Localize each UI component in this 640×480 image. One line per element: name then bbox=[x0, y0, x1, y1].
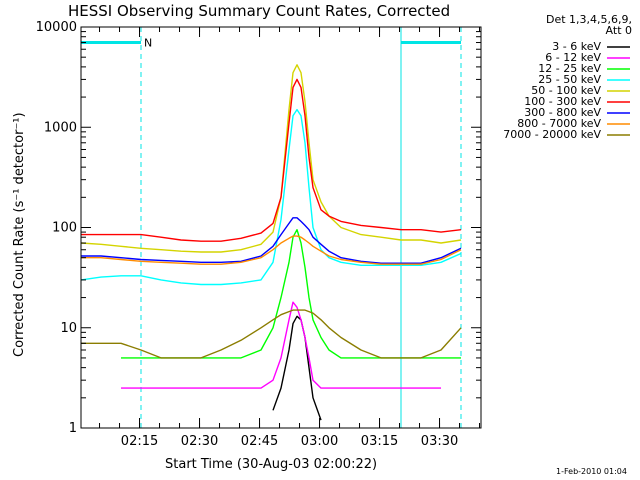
legend-entry-label: 50 - 100 keV bbox=[531, 84, 601, 97]
series-line bbox=[81, 108, 462, 286]
legend-entry-label: 6 - 12 keV bbox=[545, 51, 601, 64]
x-tick-label: 03:15 bbox=[361, 434, 398, 449]
x-axis-label: Start Time (30-Aug-03 02:00:22) bbox=[165, 457, 377, 472]
y-axis: 1 10 100 1000 10000 bbox=[36, 20, 481, 436]
y-tick-label: 10 bbox=[60, 321, 77, 336]
x-tick-label: 02:45 bbox=[241, 434, 278, 449]
footer-date: 1-Feb-2010 01:04 bbox=[556, 467, 627, 476]
legend-entry-label: 300 - 800 keV bbox=[524, 106, 601, 119]
legend-entry-label: 25 - 50 keV bbox=[538, 73, 601, 86]
series-line bbox=[81, 309, 462, 359]
series-line bbox=[81, 217, 462, 264]
series-line bbox=[81, 235, 462, 265]
chart-title: HESSI Observing Summary Count Rates, Cor… bbox=[68, 2, 450, 20]
legend-entry-label: 3 - 6 keV bbox=[552, 40, 601, 53]
plot-area: N bbox=[81, 27, 462, 428]
y-tick-label: 1 bbox=[69, 421, 77, 436]
series-line bbox=[81, 64, 462, 253]
y-tick-label: 10000 bbox=[36, 20, 77, 35]
y-axis-label: Corrected Count Rate (s⁻¹ detector⁻¹) bbox=[12, 112, 27, 357]
legend-entry-label: 7000 - 20000 keV bbox=[503, 128, 601, 141]
x-tick-label: 02:15 bbox=[121, 434, 158, 449]
y-tick-label: 1000 bbox=[44, 120, 77, 135]
x-tick-label: 02:30 bbox=[181, 434, 218, 449]
x-tick-label: 03:30 bbox=[421, 434, 458, 449]
y-tick-label: 100 bbox=[52, 221, 77, 236]
legend-header: Det 1,3,4,5,6,9, bbox=[546, 13, 632, 26]
series-line bbox=[121, 301, 441, 389]
night-label: N bbox=[144, 37, 152, 50]
series-line bbox=[272, 315, 322, 421]
x-tick-label: 03:00 bbox=[301, 434, 338, 449]
legend-entry-label: 800 - 7000 keV bbox=[517, 117, 601, 130]
legend-header: Att 0 bbox=[606, 24, 632, 37]
x-axis: 02:15 02:30 02:45 03:00 03:15 03:30 bbox=[99, 27, 481, 449]
legend-entry-label: 100 - 300 keV bbox=[524, 95, 601, 108]
series-line bbox=[81, 78, 462, 242]
legend-entry-label: 12 - 25 keV bbox=[538, 62, 601, 75]
